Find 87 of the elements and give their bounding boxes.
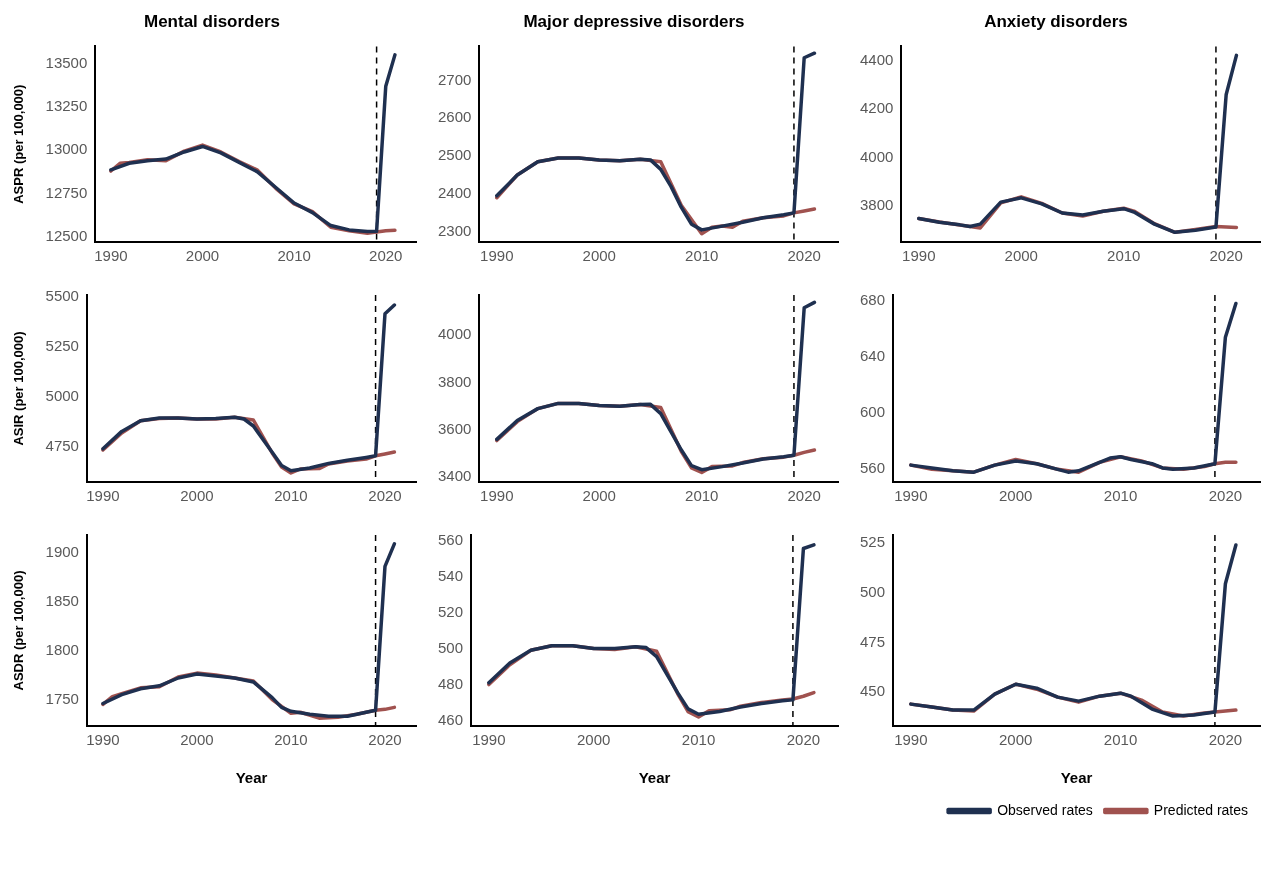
x-tick-label: 1990 xyxy=(480,247,514,265)
y-tick-label: 560 xyxy=(438,530,464,548)
y-tick-label: 3400 xyxy=(437,467,472,485)
x-tick-label: 1990 xyxy=(902,247,936,265)
y-tick-label: 1900 xyxy=(45,542,79,560)
y-tick-label: 4400 xyxy=(859,51,894,69)
x-tick-label: 2010 xyxy=(277,247,311,265)
y-tick-label: 13000 xyxy=(45,140,88,158)
x-tick-label: 2000 xyxy=(180,487,214,505)
y-tick-label: 1800 xyxy=(45,640,79,658)
x-tick-label: 2020 xyxy=(368,487,402,505)
x-tick-label: 2000 xyxy=(582,487,616,505)
x-tick-label: 1990 xyxy=(894,487,928,505)
x-tick-label: 1990 xyxy=(86,731,120,749)
y-tick-label: 500 xyxy=(438,638,464,656)
x-tick-label: 1990 xyxy=(894,731,928,749)
y-tick-label: 3800 xyxy=(437,372,472,390)
x-axis-title: Year xyxy=(1060,769,1093,787)
y-tick-label: 5250 xyxy=(45,337,79,355)
y-tick-label: 2300 xyxy=(437,221,472,239)
y-tick-label: 2400 xyxy=(437,184,472,202)
y-tick-label: 1850 xyxy=(45,591,79,609)
y-axis-title: ASDR (per 100,000) xyxy=(11,570,27,691)
y-tick-label: 640 xyxy=(860,347,886,365)
x-tick-label: 2020 xyxy=(369,247,403,265)
x-tick-label: 1990 xyxy=(94,247,128,265)
x-tick-label: 2020 xyxy=(787,247,821,265)
x-tick-label: 2010 xyxy=(685,487,719,505)
y-tick-label: 12500 xyxy=(45,226,88,244)
y-tick-label: 3600 xyxy=(437,420,472,438)
x-tick-label: 2010 xyxy=(685,247,719,265)
x-tick-label: 2020 xyxy=(368,731,402,749)
x-tick-label: 1990 xyxy=(480,487,514,505)
x-tick-label: 2020 xyxy=(787,487,821,505)
x-tick-label: 2000 xyxy=(185,247,220,265)
y-tick-label: 12750 xyxy=(45,183,88,201)
legend-label: Observed rates xyxy=(997,801,1093,818)
y-tick-label: 450 xyxy=(860,682,886,700)
y-axis-title: ASIR (per 100,000) xyxy=(11,331,27,446)
y-tick-label: 5500 xyxy=(45,287,79,305)
x-tick-label: 2000 xyxy=(180,731,214,749)
x-tick-label: 2020 xyxy=(1209,247,1243,265)
y-tick-label: 1750 xyxy=(45,689,79,707)
y-tick-label: 4000 xyxy=(437,325,472,343)
x-tick-label: 2000 xyxy=(1004,247,1038,265)
x-tick-label: 2010 xyxy=(274,731,308,749)
y-tick-label: 500 xyxy=(860,582,886,600)
x-tick-label: 2010 xyxy=(1107,247,1141,265)
x-tick-label: 2010 xyxy=(274,487,308,505)
x-tick-label: 2000 xyxy=(999,731,1033,749)
legend-label: Predicted rates xyxy=(1153,801,1249,818)
y-tick-label: 2700 xyxy=(437,70,472,88)
x-tick-label: 2020 xyxy=(786,731,821,749)
y-tick-label: 4750 xyxy=(45,437,79,455)
x-tick-label: 2010 xyxy=(1103,487,1138,505)
y-tick-label: 2600 xyxy=(437,108,472,126)
x-tick-label: 1990 xyxy=(86,487,120,505)
y-tick-label: 13250 xyxy=(45,97,88,115)
x-axis-title: Year xyxy=(235,769,268,787)
y-axis-title: ASPR (per 100,000) xyxy=(11,84,27,204)
y-tick-label: 4000 xyxy=(859,147,894,165)
y-tick-label: 525 xyxy=(860,533,886,551)
y-tick-label: 5000 xyxy=(45,387,79,405)
y-tick-label: 3800 xyxy=(859,195,894,213)
y-tick-label: 13500 xyxy=(45,53,88,71)
x-tick-label: 2010 xyxy=(1103,731,1138,749)
y-tick-label: 560 xyxy=(860,459,886,477)
x-tick-label: 2020 xyxy=(1208,731,1243,749)
chart-title: Anxiety disorders xyxy=(984,11,1128,31)
x-tick-label: 2010 xyxy=(681,731,716,749)
x-tick-label: 1990 xyxy=(472,731,506,749)
y-tick-label: 520 xyxy=(438,602,464,620)
chart-title: Mental disorders xyxy=(143,11,281,31)
chart-title: Major depressive disorders xyxy=(523,11,745,31)
y-tick-label: 4200 xyxy=(859,99,894,117)
x-axis-title: Year xyxy=(638,769,671,787)
y-tick-label: 540 xyxy=(438,566,464,584)
y-tick-label: 460 xyxy=(438,710,464,728)
y-tick-label: 600 xyxy=(860,403,886,421)
x-tick-label: 2000 xyxy=(577,731,611,749)
x-tick-label: 2000 xyxy=(999,487,1033,505)
x-tick-label: 2000 xyxy=(582,247,616,265)
x-tick-label: 2020 xyxy=(1208,487,1243,505)
y-tick-label: 480 xyxy=(438,674,464,692)
y-tick-label: 2500 xyxy=(437,146,472,164)
y-tick-label: 680 xyxy=(860,290,886,308)
y-tick-label: 475 xyxy=(860,632,886,650)
